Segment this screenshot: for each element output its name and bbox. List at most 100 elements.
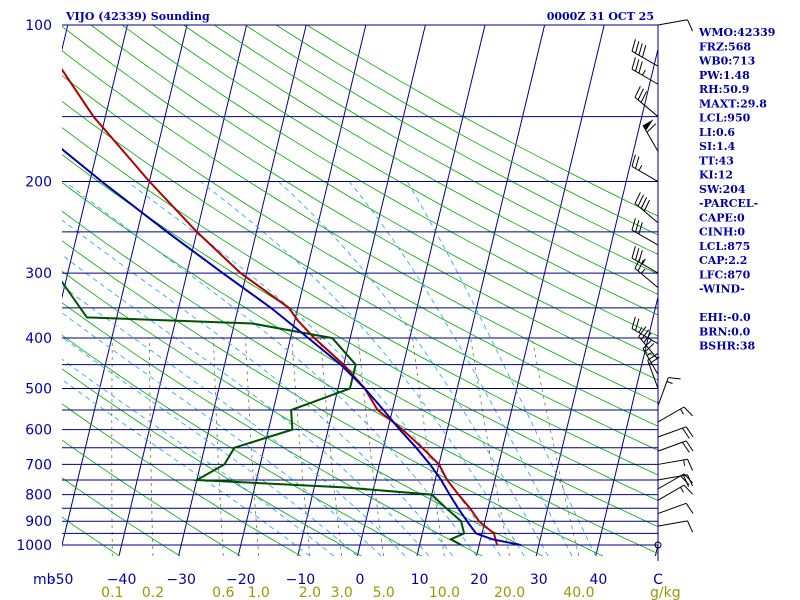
moist-adiabat: [278, 181, 549, 557]
mixing-ratio-line: [470, 338, 510, 557]
wind-barb-staff: [634, 203, 659, 224]
wind-barb-flag: [681, 442, 690, 453]
moist-adiabat: [62, 285, 406, 557]
stability-index-line: CAPE:0: [699, 211, 745, 224]
wind-barb-flag: [631, 57, 636, 70]
wind-barb-flag: [634, 85, 641, 98]
stability-index-line: TT:43: [699, 154, 734, 167]
pressure-tick-label: 700: [25, 457, 52, 473]
dry-adiabat: [62, 270, 543, 557]
stability-index-line: BSHR:38: [699, 340, 755, 353]
mixing-ratio-line: [320, 338, 343, 557]
wind-barb-staff: [657, 458, 688, 465]
wind-barb-staff: [647, 360, 659, 389]
moist-adiabat: [64, 181, 477, 557]
stability-index-line: KI:12: [699, 169, 733, 182]
wind-barb-flag: [635, 248, 640, 261]
wind-barb-staff: [631, 257, 659, 274]
pressure-tick-label: 900: [25, 514, 52, 530]
stability-index-line: -WIND-: [699, 283, 745, 296]
wind-barb-flag: [631, 316, 636, 329]
temperature-tick-label: 10: [411, 572, 429, 588]
dry-adiabat: [62, 50, 658, 404]
wind-barb-flag: [634, 192, 641, 204]
mixing-ratio-label: 0.1: [101, 585, 123, 600]
wind-barb-flag: [637, 259, 644, 272]
valid-time: 0000Z 31 OCT 25: [547, 10, 654, 23]
mixing-ratio-label: 10.0: [429, 585, 460, 600]
isotherm-line: [356, 25, 486, 557]
dry-adiabat: [62, 127, 658, 476]
isotherm-line: [62, 25, 128, 300]
wind-barb-flag: [631, 39, 636, 52]
pressure-tick-label: 200: [25, 175, 52, 191]
wind-barb-flag: [643, 199, 651, 212]
wind-barb-staff: [642, 125, 659, 152]
wind-barb-flag: [638, 61, 643, 74]
wind-barb-flag: [631, 218, 636, 231]
dry-adiabat: [62, 154, 658, 501]
mixing-ratio-label: 5.0: [373, 585, 395, 600]
mixing-ratio-label: 1.0: [248, 585, 270, 600]
stability-index-line: CINH:0: [699, 226, 745, 239]
wind-barb-half-flag: [640, 268, 646, 274]
dry-adiabat: [62, 75, 658, 427]
wind-barb-flag: [683, 473, 693, 484]
wind-barb-staff: [657, 502, 687, 515]
wind-barb-flag: [646, 123, 657, 133]
dry-adiabat: [62, 439, 241, 557]
wind-barb-half-flag: [641, 258, 646, 265]
parcel-trace: [62, 147, 522, 546]
wind-barb-staff: [657, 440, 687, 452]
wind-barb-half-flag: [646, 351, 653, 356]
wind-barb-staff: [631, 68, 659, 85]
wind-barb-half-flag: [638, 327, 643, 333]
stability-index-line: -PARCEL-: [699, 197, 758, 210]
pressure-tick-label: 300: [25, 266, 52, 282]
wind-barb-half-flag: [666, 380, 673, 384]
mixing-ratio-label: 2.0: [299, 585, 321, 600]
wind-barb-staff: [634, 96, 659, 117]
wind-barb-flag: [642, 339, 653, 349]
mixing-ratio-label: 20.0: [494, 585, 525, 600]
isotherm-line: [297, 25, 426, 557]
wind-barb-flag: [638, 326, 647, 337]
wind-barb-flag: [687, 458, 694, 471]
wind-barb-staff: [631, 328, 659, 345]
wind-barb-staff: [631, 166, 659, 182]
temperature-tick-label: 0: [356, 572, 365, 588]
dry-adiabat: [62, 240, 604, 557]
stability-index-line: FRZ:568: [699, 40, 751, 53]
moist-adiabat: [62, 219, 454, 557]
stability-index-line: CAP:2.2: [699, 254, 747, 267]
mixing-ratio-label: 0.6: [212, 585, 234, 600]
dewpoint-trace: [62, 280, 466, 546]
mixing-ratio-line: [531, 338, 580, 557]
isotherm-line: [535, 46, 658, 557]
chart-title: VIJO (42339) Sounding: [65, 10, 210, 23]
wind-barb-half-flag: [641, 69, 646, 76]
temperature-tick-label: −40: [107, 572, 137, 588]
wind-barb-staff: [631, 229, 659, 246]
mixing-ratio-label: 0.2: [142, 585, 164, 600]
dry-adiabat: [90, 25, 658, 359]
wind-barb-flag: [638, 43, 643, 56]
isotherm-line: [237, 25, 367, 557]
wind-barb-staff: [631, 50, 659, 67]
stability-index-line: LFC:870: [699, 268, 751, 281]
dry-adiabat: [121, 25, 658, 337]
wind-barb-flag: [640, 197, 648, 209]
wind-barb-flag: [631, 246, 636, 259]
dry-adiabat: [183, 25, 658, 295]
mixing-ratio-line: [412, 338, 445, 557]
wind-barb-flag: [685, 440, 694, 452]
pressure-tick-label: 400: [25, 331, 52, 347]
pressure-tick-label: 600: [25, 423, 52, 439]
wind-barb-flag: [647, 352, 659, 361]
wind-barb-flag: [637, 88, 644, 101]
stability-index-line: LI:0.6: [699, 126, 735, 139]
wind-barb-flag: [687, 19, 694, 32]
